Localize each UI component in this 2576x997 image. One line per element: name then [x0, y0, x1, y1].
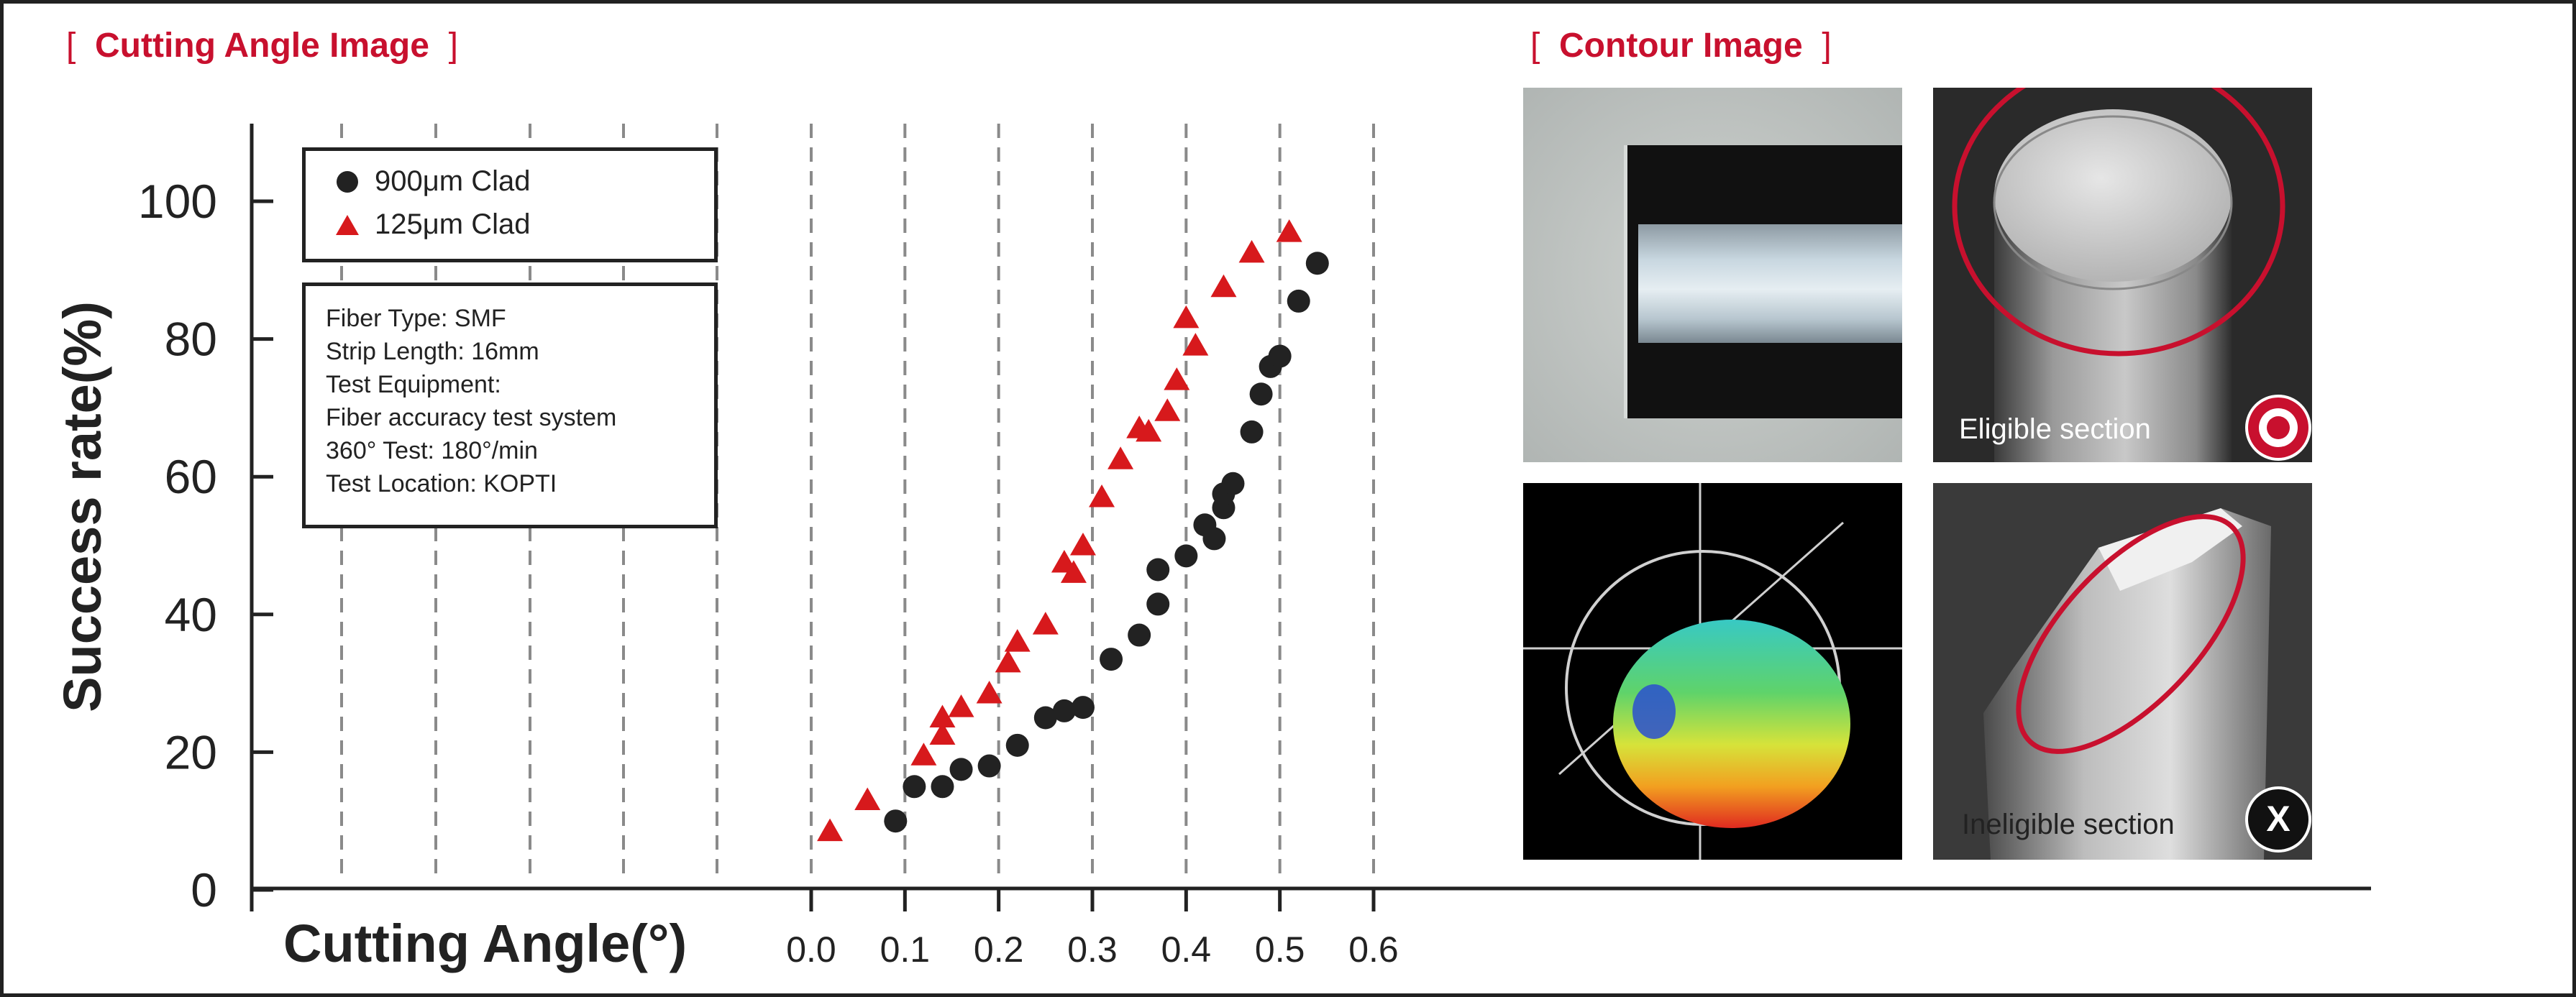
y-tick-label: 40 [165, 588, 217, 641]
x-tick-label: 0.6 [1348, 929, 1399, 970]
data-point-900 [1005, 733, 1029, 757]
info-strip-length: Strip Length: 16mm [326, 338, 539, 365]
data-point-900 [1287, 289, 1310, 313]
info-equipment-name: Fiber accuracy test system [326, 404, 617, 431]
eligible-highlight-ring [1952, 88, 2285, 357]
legend-item-900: 900μm Clad [334, 165, 530, 198]
x-axis-label: Cutting Angle(°) [283, 914, 687, 973]
y-tick-label: 100 [138, 175, 217, 228]
contour-section-title: [ Contour Image ] [1530, 27, 1832, 65]
data-point-125 [1154, 398, 1181, 421]
legend-item-125: 125μm Clad [334, 208, 530, 241]
data-point-900 [1174, 544, 1198, 568]
x-tick-label: 0.2 [974, 929, 1024, 970]
data-point-125 [1004, 629, 1031, 652]
data-point-900 [977, 754, 1001, 778]
eligible-caption: Eligible section [1959, 413, 2151, 445]
data-marks [817, 219, 1329, 842]
data-point-900 [1268, 344, 1292, 368]
data-point-125 [929, 704, 956, 727]
data-point-900 [1249, 382, 1273, 406]
data-point-125 [1060, 560, 1087, 583]
y-ticks: 0 20 40 60 80 100 [138, 175, 273, 916]
data-point-900 [1240, 420, 1264, 444]
cutting-section-title: [ Cutting Angle Image ] [66, 27, 458, 65]
data-point-900 [1071, 696, 1095, 720]
data-point-125 [1089, 484, 1115, 507]
data-point-125 [1238, 239, 1265, 263]
data-point-125 [1107, 446, 1134, 469]
data-point-900 [1052, 699, 1076, 722]
y-axis-label: Success rate(%) [52, 301, 112, 712]
data-point-125 [1069, 533, 1096, 556]
data-point-900 [1100, 648, 1123, 671]
data-point-125 [1210, 274, 1237, 298]
data-point-125 [1164, 367, 1190, 390]
data-point-900 [949, 758, 973, 781]
data-point-125 [854, 787, 881, 810]
eligible-section-photo: Eligible section [1933, 88, 2312, 462]
data-point-900 [1305, 252, 1329, 275]
info-360-test: 360° Test: 180°/min [326, 437, 538, 464]
data-point-125 [817, 818, 844, 842]
info-test-equipment: Test Equipment: [326, 371, 501, 398]
microscope-side-photo [1523, 88, 1902, 462]
cutting-section-title-text: Cutting Angle Image [95, 27, 429, 65]
y-tick-label: 20 [165, 725, 217, 778]
data-point-900 [1128, 623, 1151, 647]
legend-label-900: 900μm Clad [375, 165, 531, 197]
data-point-125 [995, 649, 1021, 673]
svg-text:X: X [2266, 799, 2290, 839]
data-point-900 [1033, 706, 1057, 730]
data-point-125 [910, 743, 937, 766]
data-point-125 [1136, 418, 1162, 442]
info-test-location: Test Location: KOPTI [326, 470, 557, 497]
data-point-125 [929, 722, 956, 745]
data-point-125 [976, 680, 1002, 704]
data-point-900 [903, 775, 926, 799]
contour-map-photo [1523, 483, 1902, 860]
legend-label-125: 125μm Clad [375, 208, 531, 240]
y-tick-label: 0 [191, 863, 217, 916]
ineligible-highlight-ring [2016, 514, 2246, 754]
data-point-900 [884, 809, 908, 833]
x-ticks: 0.0 0.1 0.2 0.3 0.4 0.5 0.6 [786, 888, 1399, 970]
data-point-900 [931, 775, 954, 799]
ineligible-caption: Ineligible section [1962, 809, 2175, 840]
target-icon [2245, 395, 2311, 461]
contour-section-title-text: Contour Image [1559, 27, 1803, 65]
y-tick-label: 80 [165, 313, 217, 366]
data-point-125 [1182, 333, 1209, 356]
data-point-900 [1202, 527, 1226, 551]
legend: 900μm Clad 125μm Clad [302, 147, 718, 262]
test-info-box: Fiber Type: SMF Strip Length: 16mm Test … [302, 282, 718, 528]
x-tick-label: 0.5 [1255, 929, 1305, 970]
circle-marker-icon [337, 170, 358, 193]
x-circle-icon: X [2245, 786, 2311, 853]
x-tick-label: 0.1 [880, 929, 931, 970]
ineligible-section-photo: Ineligible section X [1933, 483, 2312, 860]
data-point-125 [948, 694, 974, 717]
data-point-900 [1221, 472, 1245, 495]
data-point-125 [1032, 612, 1059, 635]
x-tick-label: 0.4 [1161, 929, 1212, 970]
info-fiber-type: Fiber Type: SMF [326, 305, 506, 332]
x-tick-label: 0.3 [1067, 929, 1118, 970]
axes [250, 124, 2371, 911]
data-point-900 [1146, 592, 1170, 616]
data-point-125 [1276, 219, 1302, 242]
y-tick-label: 60 [165, 450, 217, 503]
triangle-marker-icon [336, 214, 359, 235]
data-point-125 [1173, 305, 1200, 328]
x-tick-label: 0.0 [786, 929, 836, 970]
data-point-900 [1146, 558, 1170, 582]
